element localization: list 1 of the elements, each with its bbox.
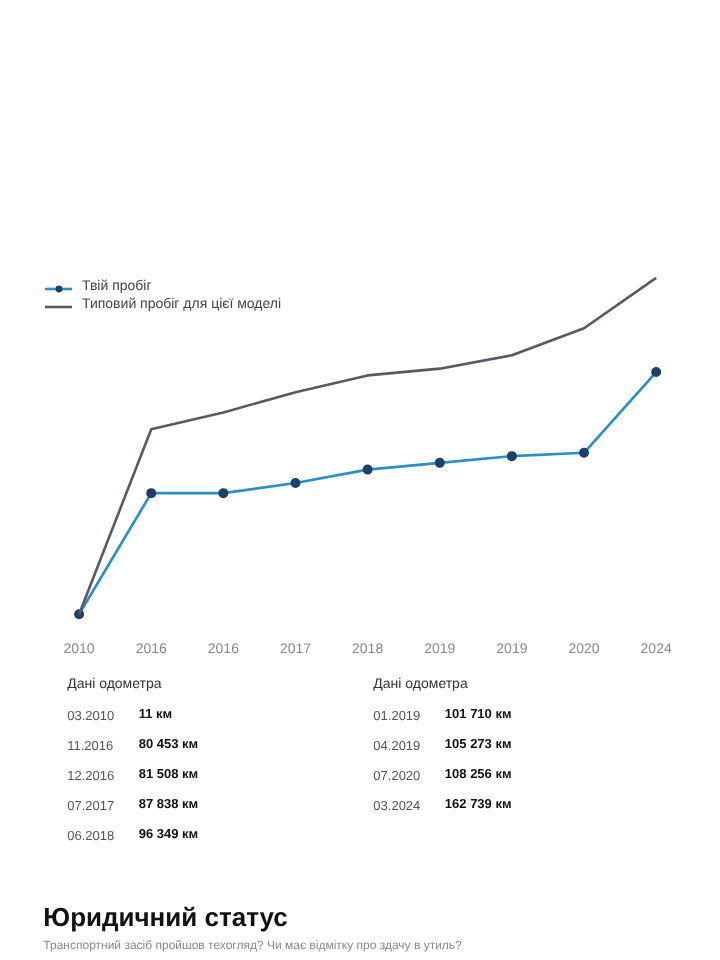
text: Юридичний статус [43, 902, 288, 932]
